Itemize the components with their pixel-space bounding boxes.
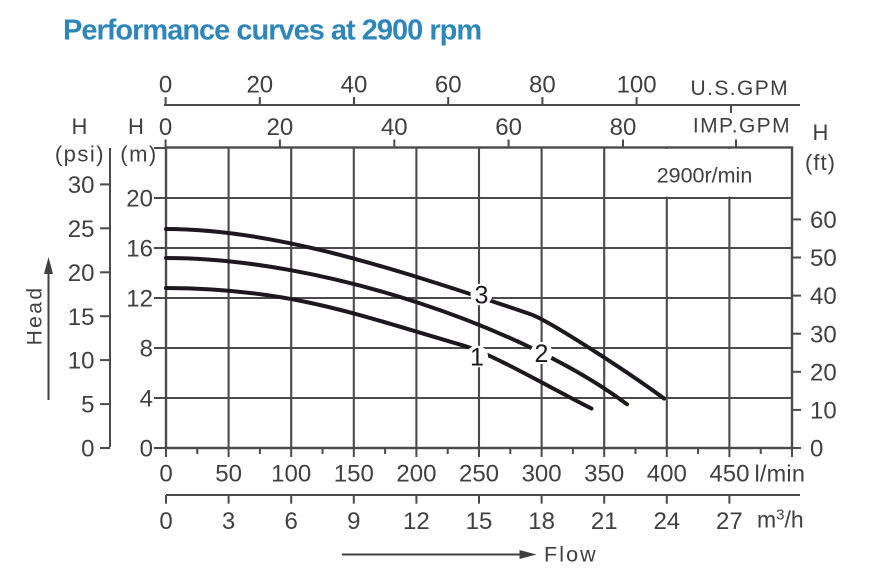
svg-text:150: 150 xyxy=(334,461,374,488)
svg-text:400: 400 xyxy=(647,461,687,488)
svg-text:12: 12 xyxy=(126,286,153,313)
svg-text:100: 100 xyxy=(271,461,311,488)
svg-text:(m): (m) xyxy=(120,142,157,167)
svg-text:40: 40 xyxy=(381,114,408,141)
svg-text:1: 1 xyxy=(470,344,484,372)
svg-text:0: 0 xyxy=(159,508,172,535)
svg-text:50: 50 xyxy=(215,461,242,488)
svg-text:5: 5 xyxy=(81,392,94,419)
svg-text:60: 60 xyxy=(810,207,837,234)
svg-text:(psi): (psi) xyxy=(55,142,105,167)
svg-text:40: 40 xyxy=(810,283,837,310)
svg-text:20: 20 xyxy=(810,359,837,386)
svg-text:H: H xyxy=(813,120,829,145)
svg-text:30: 30 xyxy=(68,172,95,199)
svg-text:40: 40 xyxy=(341,72,368,99)
svg-text:80: 80 xyxy=(610,114,637,141)
svg-text:60: 60 xyxy=(435,72,462,99)
svg-text:300: 300 xyxy=(522,461,562,488)
svg-text:0: 0 xyxy=(159,461,172,488)
svg-text:l/min: l/min xyxy=(755,461,806,487)
svg-text:10: 10 xyxy=(810,398,837,425)
svg-text:H: H xyxy=(128,114,144,139)
svg-text:Performance curves at 2900 rpm: Performance curves at 2900 rpm xyxy=(63,15,481,47)
svg-text:6: 6 xyxy=(285,508,298,535)
svg-text:200: 200 xyxy=(396,461,436,488)
svg-text:25: 25 xyxy=(68,216,95,243)
svg-text:4: 4 xyxy=(140,386,153,413)
svg-text:27: 27 xyxy=(716,508,743,535)
svg-text:2900r/min: 2900r/min xyxy=(657,164,753,188)
svg-text:0: 0 xyxy=(159,72,172,99)
svg-text:Flow: Flow xyxy=(544,543,598,567)
svg-text:60: 60 xyxy=(495,114,522,141)
svg-text:8: 8 xyxy=(140,336,153,363)
svg-text:3: 3 xyxy=(222,508,235,535)
svg-text:0: 0 xyxy=(159,114,172,141)
svg-text:250: 250 xyxy=(459,461,499,488)
svg-text:80: 80 xyxy=(529,72,556,99)
svg-text:21: 21 xyxy=(591,508,618,535)
svg-text:20: 20 xyxy=(126,186,153,213)
svg-text:0: 0 xyxy=(810,436,823,463)
svg-text:50: 50 xyxy=(810,245,837,272)
svg-text:24: 24 xyxy=(653,508,680,535)
svg-text:12: 12 xyxy=(403,508,430,535)
svg-text:30: 30 xyxy=(810,321,837,348)
svg-text:9: 9 xyxy=(347,508,360,535)
svg-text:18: 18 xyxy=(528,508,555,535)
svg-text:20: 20 xyxy=(246,72,273,99)
svg-text:10: 10 xyxy=(68,348,95,375)
svg-text:IMP.GPM: IMP.GPM xyxy=(693,115,791,138)
svg-text:2: 2 xyxy=(535,340,549,368)
svg-text:15: 15 xyxy=(466,508,493,535)
svg-text:100: 100 xyxy=(617,72,657,99)
svg-text:0: 0 xyxy=(81,436,94,463)
svg-text:16: 16 xyxy=(126,236,153,263)
svg-text:3: 3 xyxy=(475,282,489,310)
svg-text:Head: Head xyxy=(24,286,47,346)
svg-text:0: 0 xyxy=(140,436,153,463)
svg-text:20: 20 xyxy=(68,260,95,287)
svg-text:H: H xyxy=(72,114,88,139)
svg-text:U.S.GPM: U.S.GPM xyxy=(691,77,789,100)
svg-text:15: 15 xyxy=(68,304,95,331)
svg-text:350: 350 xyxy=(584,461,624,488)
svg-text:450: 450 xyxy=(709,461,749,488)
svg-text:(ft): (ft) xyxy=(805,150,836,175)
svg-text:20: 20 xyxy=(267,114,294,141)
